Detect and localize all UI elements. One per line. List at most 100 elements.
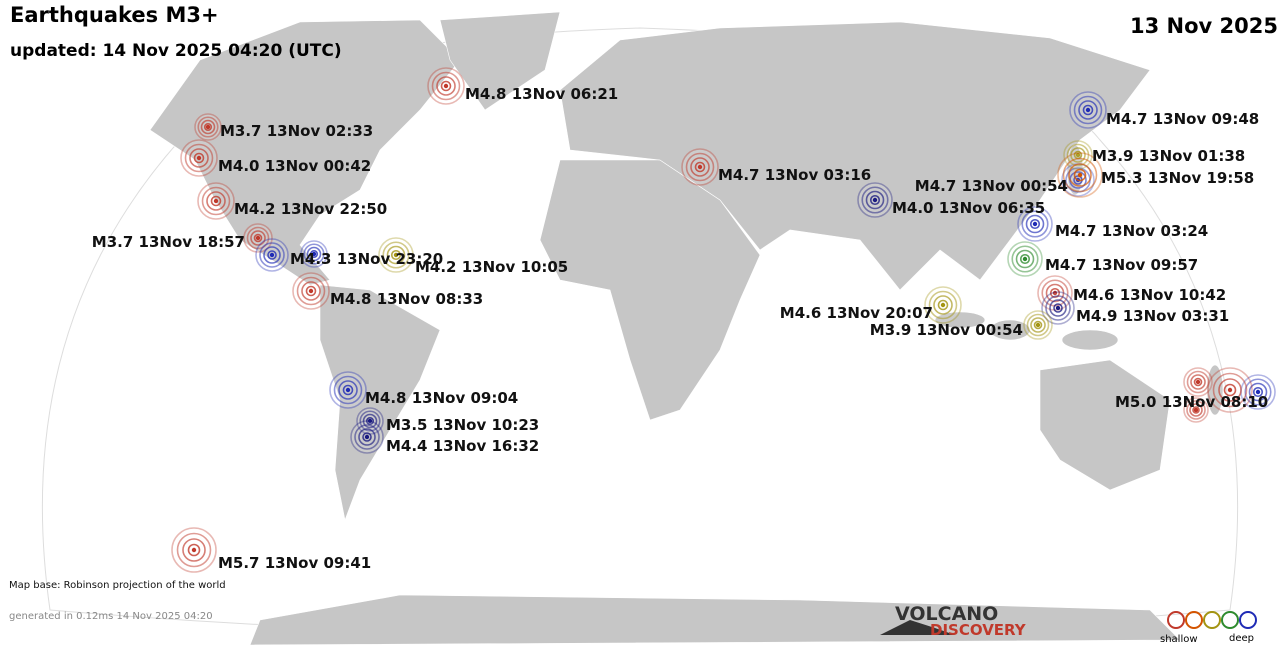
quake-ring	[386, 245, 406, 265]
quake-center	[269, 252, 275, 258]
map-base-note: Map base: Robinson projection of the wor…	[9, 580, 226, 591]
quake-ring	[1248, 382, 1268, 402]
quake-center	[1195, 379, 1201, 385]
quake-ring	[928, 290, 958, 320]
quake-label: M4.6 13Nov 10:42	[1073, 286, 1226, 304]
quake-label: M4.7 13Nov 03:24	[1055, 222, 1208, 240]
quake-ring	[189, 148, 209, 168]
quake-ring	[210, 195, 222, 207]
quake-marker	[255, 238, 289, 272]
quake-marker	[350, 420, 384, 454]
quake-ring	[263, 246, 281, 264]
quake-ring	[176, 532, 212, 568]
quake-ring	[342, 384, 354, 396]
quake-center	[191, 547, 197, 553]
quake-ring	[197, 116, 219, 138]
quake-center	[1032, 221, 1038, 227]
quake-label: M3.9 13Nov 01:38	[1092, 147, 1245, 165]
quake-label: M4.0 13Nov 06:35	[892, 199, 1045, 217]
quake-marker	[171, 527, 217, 573]
quake-marker	[194, 113, 222, 141]
quake-label: M4.8 13Nov 06:21	[465, 85, 618, 103]
quake-ring	[1252, 386, 1264, 398]
quake-label: M4.4 13Nov 16:32	[386, 437, 539, 455]
quake-ring	[206, 191, 226, 211]
quake-center	[1255, 389, 1261, 395]
quake-ring	[1025, 214, 1045, 234]
quake-ring	[1068, 163, 1092, 187]
quake-center	[1052, 290, 1058, 296]
quake-ring	[338, 380, 358, 400]
quake-ring	[250, 230, 266, 246]
quake-ring	[303, 243, 325, 265]
quake-ring	[259, 242, 285, 268]
quake-ring	[1066, 143, 1090, 167]
quake-marker	[378, 237, 414, 273]
quake-ring	[301, 281, 321, 301]
quake-ring	[362, 432, 372, 442]
quake-ring	[1070, 147, 1086, 163]
quake-ring	[1033, 320, 1043, 330]
logo-line1: VOLCANO	[895, 603, 998, 625]
quake-ring	[1073, 95, 1103, 125]
quake-layer: M4.8 13Nov 06:21 M3.7 13Nov 02:33 M4.0 13N…	[92, 67, 1276, 573]
quake-marker	[857, 182, 893, 218]
quake-ring	[193, 152, 205, 164]
quake-label: M4.8 13Nov 09:04	[365, 389, 518, 407]
generated-note: generated in 0.12ms 14 Nov 2025 04:20	[9, 611, 213, 622]
quake-label: M4.7 13Nov 09:57	[1045, 256, 1198, 274]
quake-label: M4.2 13Nov 22:50	[234, 200, 387, 218]
quake-marker	[1023, 310, 1053, 340]
quake-ring	[184, 143, 214, 173]
quake-marker	[1069, 91, 1107, 129]
quake-ring	[937, 299, 949, 311]
quake-ring	[933, 295, 953, 315]
quake-ring	[306, 246, 322, 262]
quake-label: M3.7 13Nov 02:33	[220, 122, 373, 140]
quake-marker	[1183, 367, 1213, 397]
updated: updated: 14 Nov 2025 04:20 (UTC)	[10, 41, 342, 61]
quake-marker	[1007, 241, 1043, 277]
quake-ring	[1049, 287, 1061, 299]
quake-ring	[869, 194, 881, 206]
quake-ring	[1045, 283, 1065, 303]
quake-label: M3.7 13Nov 18:57	[92, 233, 245, 251]
quake-center	[205, 124, 211, 130]
quake-ring	[200, 119, 216, 135]
quake-ring	[1189, 403, 1203, 417]
quake-ring	[1053, 303, 1063, 313]
quake-label: M4.9 13Nov 03:31	[1076, 307, 1229, 325]
quake-center	[364, 434, 370, 440]
quake-marker	[924, 286, 962, 324]
quake-ring	[431, 71, 461, 101]
legend-deep: deep	[1229, 633, 1254, 644]
quake-center	[443, 83, 449, 89]
quake-label: M5.7 13Nov 09:41	[218, 554, 371, 572]
quake-marker	[300, 240, 328, 268]
quake-ring	[253, 233, 263, 243]
quake-marker	[1183, 397, 1209, 423]
quake-center	[367, 418, 373, 424]
quake-label: M4.0 13Nov 00:42	[218, 157, 371, 175]
quake-ring	[1029, 218, 1041, 230]
quake-ring	[390, 249, 402, 261]
quake-ring	[359, 410, 381, 432]
quake-ring	[203, 122, 213, 132]
quake-center	[1227, 387, 1233, 393]
quake-center	[308, 288, 314, 294]
quake-ring	[382, 241, 410, 269]
quake-marker	[427, 67, 465, 105]
quake-center	[213, 198, 219, 204]
quake-ring	[1192, 406, 1200, 414]
quake-ring	[1244, 378, 1272, 406]
quake-center	[1055, 305, 1061, 311]
quake-ring	[1073, 168, 1087, 182]
quake-ring	[1082, 104, 1094, 116]
quake-marker	[1057, 152, 1103, 198]
quake-ring	[1019, 253, 1031, 265]
quake-center	[255, 235, 261, 241]
map-outline	[41, 27, 1239, 636]
quake-ring	[1049, 299, 1067, 317]
quake-ring	[1011, 245, 1039, 273]
quake-ring	[1062, 157, 1098, 193]
